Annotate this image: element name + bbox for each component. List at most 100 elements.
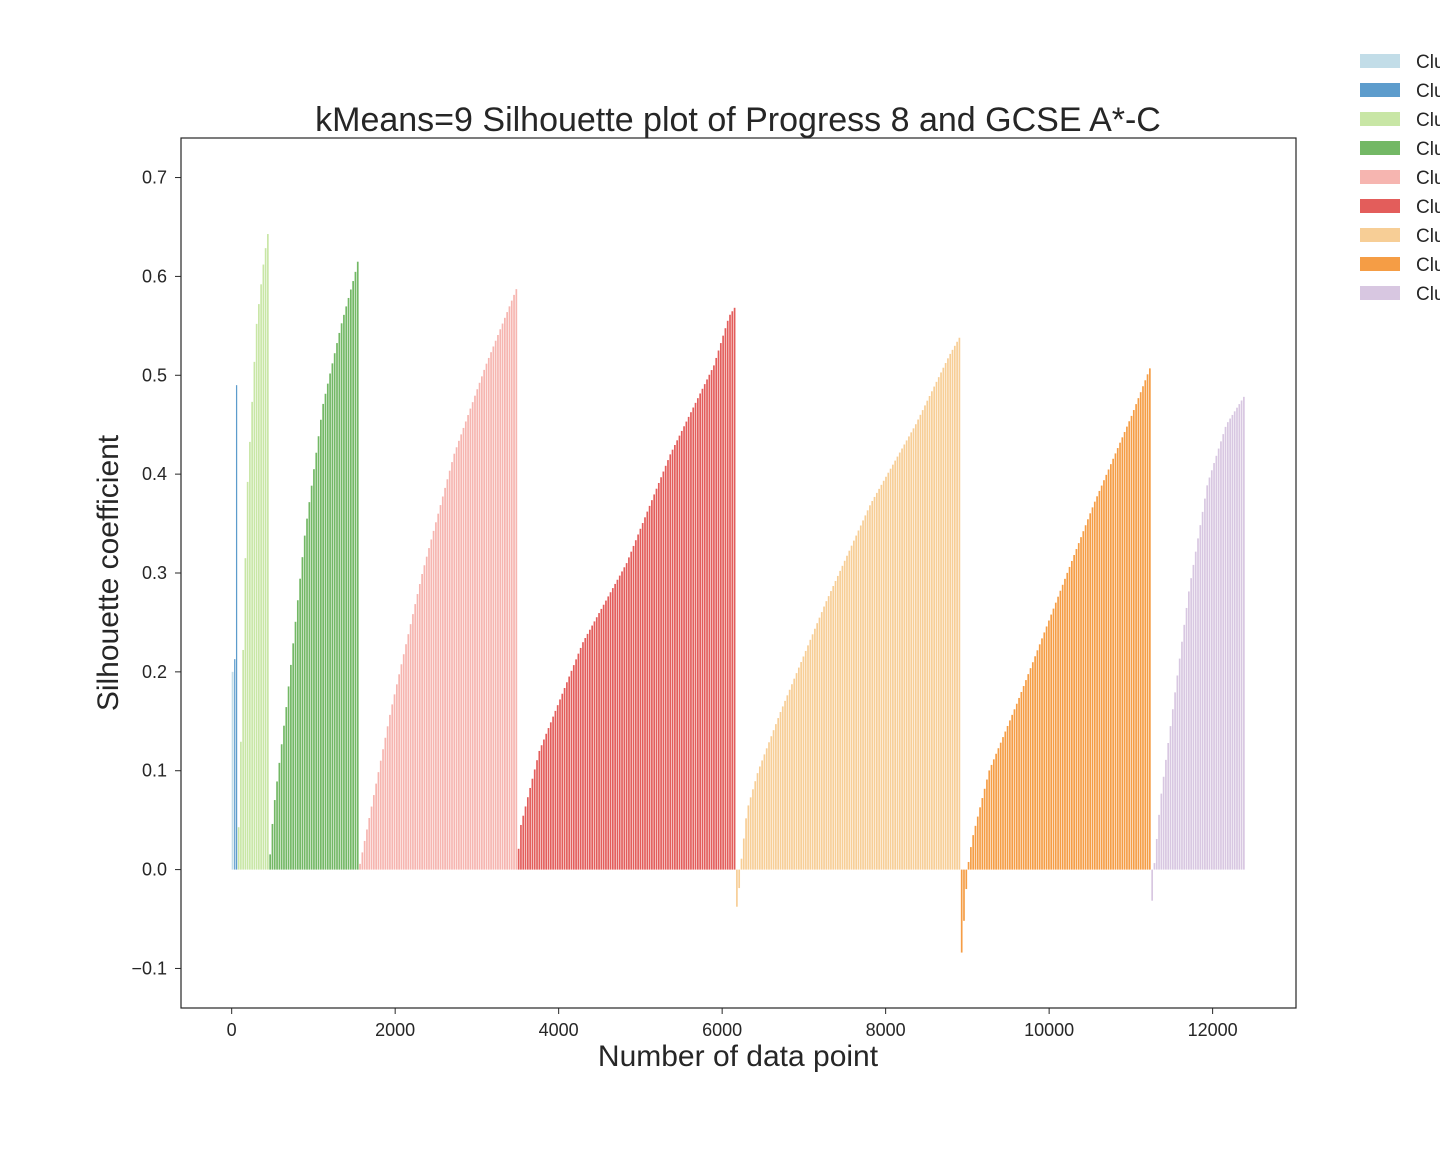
silhouette-bar	[474, 395, 476, 870]
silhouette-bar	[777, 718, 780, 870]
silhouette-bar	[393, 694, 396, 870]
x-tick-label: 10000	[1024, 1020, 1074, 1040]
legend-label: Clu	[1416, 197, 1440, 218]
silhouette-bar	[1009, 720, 1011, 870]
silhouette-bar	[370, 806, 373, 870]
silhouette-bar	[418, 584, 421, 870]
silhouette-bar	[981, 798, 984, 870]
legend-label: Clu	[1416, 284, 1440, 305]
silhouette-bar	[543, 739, 545, 870]
y-tick-label: 0.3	[142, 563, 167, 583]
silhouette-bar	[584, 638, 587, 870]
silhouette-bar	[625, 563, 628, 870]
silhouette-bar	[464, 421, 467, 870]
legend-swatch	[1360, 112, 1400, 126]
silhouette-bar	[660, 477, 662, 870]
silhouette-bar	[561, 693, 564, 870]
silhouette-bar	[717, 350, 720, 870]
silhouette-bar	[1089, 513, 1092, 870]
silhouette-bar	[986, 779, 988, 870]
silhouette-bar	[944, 363, 947, 870]
silhouette-bar	[1107, 469, 1110, 870]
silhouette-bar	[593, 621, 596, 870]
silhouette-bar	[1126, 426, 1128, 870]
silhouette-bar	[1233, 411, 1236, 870]
silhouette-bar	[687, 416, 690, 870]
silhouette-bar	[839, 570, 841, 870]
silhouette-bar	[400, 664, 403, 870]
silhouette-bar	[662, 471, 665, 870]
silhouette-bar	[655, 488, 658, 870]
silhouette-bar	[901, 448, 903, 870]
silhouette-bar	[1114, 453, 1117, 870]
silhouette-bar	[1162, 776, 1165, 870]
silhouette-bar	[356, 261, 359, 870]
silhouette-bar	[515, 289, 518, 870]
silhouette-bar	[1151, 869, 1153, 901]
silhouette-bar	[384, 737, 387, 870]
silhouette-bar	[1025, 680, 1027, 870]
silhouette-bar	[1073, 555, 1075, 870]
silhouette-bar	[258, 304, 260, 870]
silhouette-bar	[811, 634, 814, 870]
legend-label: Clu	[1416, 81, 1440, 102]
silhouette-bar	[412, 614, 414, 870]
silhouette-bar	[873, 496, 876, 870]
silhouette-bar	[784, 700, 786, 870]
cluster-8-bars	[1151, 396, 1245, 901]
silhouette-bar	[905, 440, 908, 870]
silhouette-bar	[1165, 759, 1167, 870]
silhouette-bar	[1070, 560, 1073, 870]
silhouette-bar	[324, 393, 327, 870]
cluster-2-bars	[237, 234, 269, 870]
silhouette-bar	[1137, 398, 1140, 870]
silhouette-bar	[244, 558, 247, 870]
silhouette-bar	[875, 492, 878, 870]
silhouette-bar	[846, 555, 848, 870]
silhouette-bar	[820, 612, 823, 870]
silhouette-bar	[568, 676, 571, 870]
silhouette-bar	[363, 840, 366, 870]
silhouette-bar	[1142, 386, 1144, 870]
legend-swatch	[1360, 83, 1400, 97]
silhouette-bar	[437, 513, 440, 870]
silhouette-bar	[1045, 626, 1048, 870]
silhouette-bar	[651, 500, 653, 870]
silhouette-bar	[956, 341, 958, 870]
silhouette-bar	[552, 716, 554, 870]
y-tick-label: 0.2	[142, 662, 167, 682]
silhouette-bar	[761, 760, 763, 870]
silhouette-bar	[338, 332, 341, 870]
silhouette-bar	[572, 665, 575, 870]
silhouette-bar	[1238, 404, 1241, 870]
silhouette-bar	[940, 372, 942, 870]
silhouette-bar	[1188, 591, 1190, 870]
silhouette-bar	[1194, 551, 1197, 870]
silhouette-bar	[754, 781, 757, 870]
silhouette-bar	[976, 816, 979, 870]
silhouette-bar	[958, 337, 961, 870]
silhouette-bar	[329, 373, 331, 870]
silhouette-bar	[598, 613, 600, 870]
silhouette-bar	[1020, 691, 1023, 870]
silhouette-bar	[781, 706, 784, 870]
silhouette-bar	[1050, 614, 1053, 870]
silhouette-bar	[340, 323, 343, 870]
silhouette-bar	[547, 728, 550, 870]
silhouette-bar	[1213, 463, 1215, 870]
silhouette-bar	[1075, 549, 1078, 870]
silhouette-bar	[671, 449, 674, 870]
silhouette-bar	[967, 861, 970, 870]
silhouette-bar	[1112, 458, 1114, 870]
silhouette-bar	[251, 401, 253, 870]
silhouette-bar	[1084, 525, 1087, 870]
silhouette-bar	[979, 807, 981, 870]
silhouette-bar	[285, 707, 288, 870]
chart-title: kMeans=9 Silhouette plot of Progress 8 a…	[315, 101, 1161, 139]
silhouette-bar	[963, 869, 965, 921]
silhouette-bar	[267, 234, 269, 870]
silhouette-bar	[1144, 380, 1147, 870]
silhouette-bar	[1197, 538, 1199, 870]
silhouette-bar	[313, 469, 315, 870]
silhouette-bar	[271, 823, 274, 870]
